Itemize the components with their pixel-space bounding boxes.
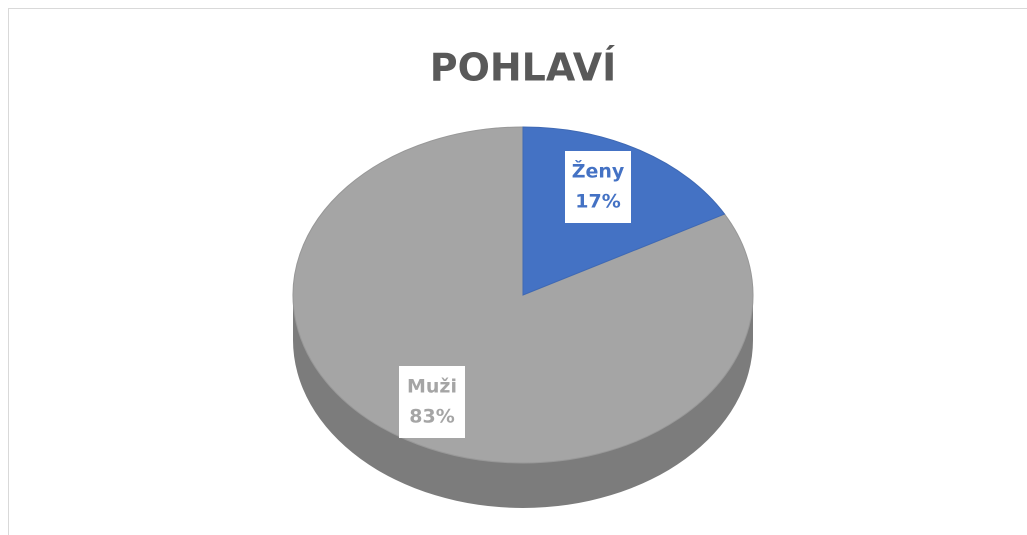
chart-title: POHLAVÍ [430, 46, 617, 90]
data-label-category: Ženy [572, 160, 625, 183]
data-label-value: 17% [575, 191, 620, 213]
data-label-box [565, 151, 631, 223]
pie-side [293, 295, 753, 508]
data-label: Muži 83% [399, 366, 465, 438]
data-label-box [399, 366, 465, 438]
data-label-category: Muži [407, 376, 457, 398]
data-label-value: 83% [409, 406, 454, 428]
data-label: Ženy 17% [565, 151, 631, 223]
